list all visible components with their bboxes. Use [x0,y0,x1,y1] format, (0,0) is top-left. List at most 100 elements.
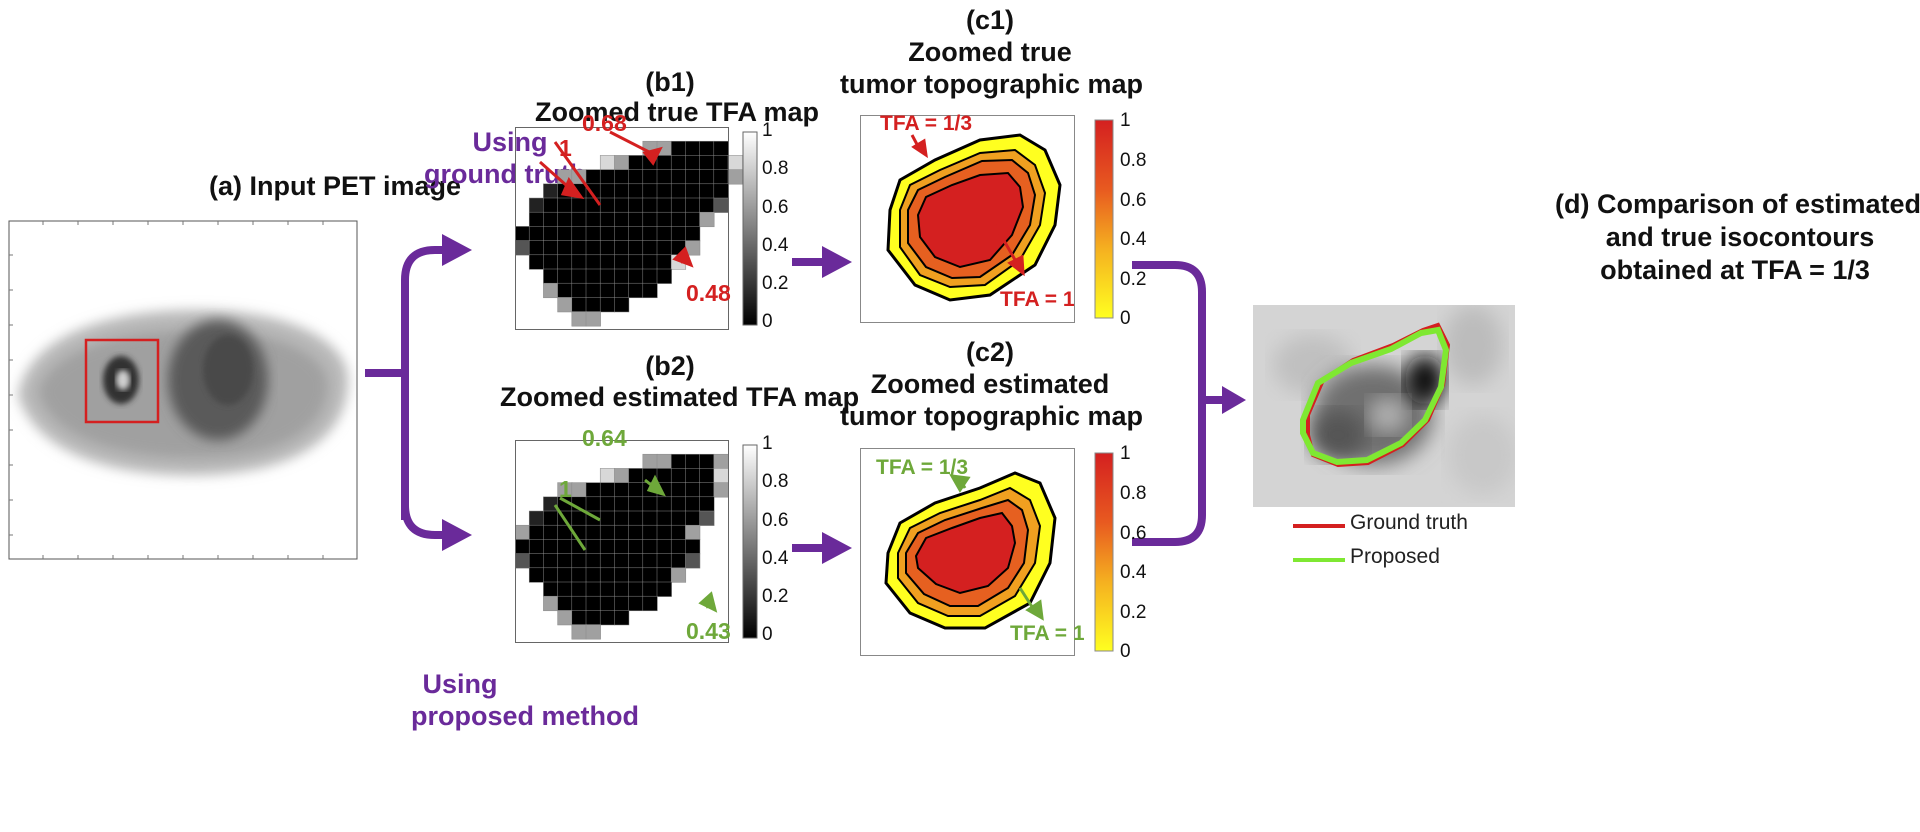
tfa-pixel [528,524,545,541]
panel-b2-tag: (b2) [645,351,695,381]
cbar-tick: 0.6 [1120,190,1147,211]
cbar-tick: 1 [762,433,773,454]
tfa-pixel [699,496,715,512]
b2-annot-1: 1 [559,476,572,502]
tfa-pixel [656,169,672,185]
tfa-pixel [642,268,658,284]
tfa-pixel [642,539,658,555]
tfa-pixel [585,482,601,498]
tfa-pixel [543,595,559,612]
tfa-pixel [699,197,715,213]
tfa-pixel [614,240,630,256]
tfa-pixel [642,553,658,569]
tfa-pixel [571,610,587,626]
tfa-pixel [599,155,616,171]
tfa-pixel [571,311,587,327]
panel-d-title-1: (d) Comparison of estimated [1555,189,1920,219]
tfa-pixel [557,567,573,583]
tfa-pixel [557,254,573,270]
tfa-pixel [599,211,616,228]
tfa-pixel [571,567,587,583]
tfa-pixel [614,496,630,512]
tfa-pixel [713,155,729,171]
tfa-pixel [515,240,530,256]
tfa-pixel [656,268,672,284]
tfa-pixel [614,595,630,612]
tfa-pixel [571,510,587,526]
tfa-pixel [685,211,701,228]
input-pet-image [8,220,358,560]
c2-annot-tfa-third: TFA = 1/3 [876,456,969,479]
tfa-pixel [642,567,658,583]
tfa-pixel [585,553,601,569]
tfa-pixel [599,183,616,199]
tfa-pixel [528,553,545,569]
tfa-pixel [557,581,573,597]
tfa-pixel [628,169,644,185]
tfa-pixel [628,254,644,270]
tfa-pixel [614,510,630,526]
tfa-pixel [614,155,630,171]
tfa-pixel [642,282,658,299]
tfa-pixel [614,282,630,299]
tfa-pixel [713,453,729,470]
tfa-pixel [557,211,573,228]
tfa-pixel [699,211,715,228]
tfa-pixel [585,268,601,284]
tfa-pixel [685,140,701,157]
tfa-pixel [656,254,672,270]
tfa-pixel [571,226,587,242]
tfa-pixel [599,524,616,541]
tfa-pixel [614,254,630,270]
tfa-pixel [642,254,658,270]
tfa-pixel [656,510,672,526]
true-tfa-map [515,127,758,330]
tfa-pixel [557,240,573,256]
tfa-pixel [685,155,701,171]
tfa-pixel [670,155,687,171]
tfa-pixel [699,169,715,185]
b2-annot-043: 0.43 [686,618,731,644]
tfa-pixel [528,240,545,256]
tfa-pixel [685,482,701,498]
tfa-pixel [628,240,644,256]
tfa-pixel [543,496,559,512]
tfa-pixel [685,524,701,541]
tfa-pixel [699,453,715,470]
tfa-pixel [642,524,658,541]
tfa-pixel [585,169,601,185]
b1-annot-068: 0.68 [582,110,627,136]
tfa-pixel [656,453,672,470]
tfa-pixel [699,482,715,498]
tfa-pixel [515,226,530,242]
tfa-pixel [528,510,545,526]
estimated-topographic-map [860,448,1114,656]
legend-label-proposed: Proposed [1350,545,1440,568]
tfa-pixel [585,311,601,327]
tfa-pixel [670,197,687,213]
tfa-pixel [599,282,616,299]
tfa-pixel [656,496,672,512]
cbar-tick: 0.6 [1120,523,1147,544]
tfa-pixel [557,268,573,284]
b2-annot-064: 0.64 [582,425,627,451]
tfa-pixel [642,169,658,185]
tfa-pixel [642,453,658,470]
tfa-pixel [670,169,687,185]
tfa-pixel [685,197,701,213]
c1-annot-tfa-one: TFA = 1 [1000,288,1075,311]
tfa-pixel [670,140,687,157]
tfa-pixel [628,183,644,199]
branch-bottom-line1: Using [422,669,498,699]
b1-annot-048: 0.48 [686,280,731,306]
tfa-pixel [599,595,616,612]
tfa-pixel [599,468,616,484]
tfa-pixel [557,226,573,242]
c2-annot-tfa-one: TFA = 1 [1010,622,1085,645]
tfa-pixel [585,624,601,640]
tfa-pixel [713,468,729,484]
cbar-tick: 1 [1120,110,1131,131]
tfa-pixel [656,240,672,256]
tfa-pixel [670,524,687,541]
tfa-pixel [628,282,644,299]
